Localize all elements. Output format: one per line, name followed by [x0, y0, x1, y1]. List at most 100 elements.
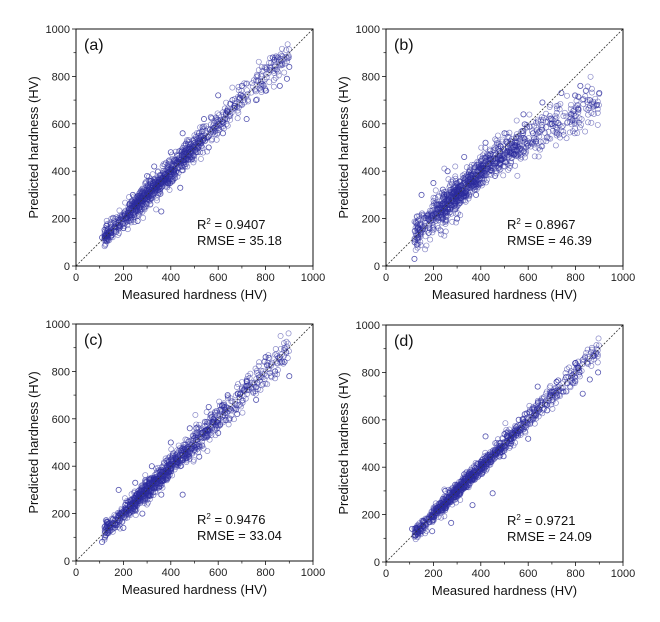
- scatter-point: [450, 188, 457, 195]
- scatter-point: [428, 512, 435, 519]
- scatter-point: [520, 134, 527, 141]
- scatter-point: [227, 116, 234, 123]
- scatter-point: [120, 524, 127, 531]
- scatter-point: [443, 198, 450, 205]
- scatter-point: [422, 233, 429, 240]
- scatter-point: [496, 167, 503, 174]
- scatter-point: [481, 465, 488, 472]
- scatter-point: [196, 430, 203, 437]
- scatter-point: [266, 79, 273, 86]
- scatter-point: [243, 377, 250, 384]
- scatter-point: [477, 176, 484, 183]
- scatter-point: [135, 199, 142, 206]
- x-tick-label: 400: [472, 272, 490, 284]
- scatter-point: [149, 171, 156, 178]
- points-layer: [411, 73, 603, 262]
- scatter-point: [197, 433, 204, 440]
- scatter-point: [594, 351, 601, 358]
- x-tick-label: 1000: [611, 568, 635, 580]
- scatter-point: [501, 431, 508, 438]
- scatter-point: [172, 463, 179, 470]
- scatter-point: [129, 191, 136, 198]
- x-tick-label: 800: [256, 567, 274, 579]
- scatter-point: [474, 460, 481, 467]
- scatter-point: [504, 144, 511, 151]
- scatter-point: [479, 163, 486, 170]
- scatter-point: [108, 215, 115, 222]
- scatter-point: [438, 231, 445, 238]
- r-squared-value: = 0.9721: [521, 513, 576, 528]
- scatter-point: [571, 130, 578, 137]
- scatter-point: [262, 87, 269, 94]
- scatter-point: [572, 119, 579, 126]
- scatter-point: [513, 131, 520, 138]
- scatter-point: [544, 407, 551, 414]
- scatter-point: [454, 203, 461, 210]
- scatter-point: [154, 182, 161, 189]
- scatter-point: [163, 159, 170, 166]
- scatter-point: [442, 220, 449, 227]
- scatter-point: [241, 388, 248, 395]
- y-tick-label: 1000: [46, 24, 70, 36]
- x-tick-label: 400: [162, 272, 180, 284]
- scatter-point: [511, 425, 518, 432]
- scatter-point: [441, 486, 448, 493]
- scatter-point: [144, 172, 151, 179]
- scatter-point: [238, 101, 245, 108]
- scatter-point: [481, 176, 488, 183]
- scatter-point: [539, 124, 546, 131]
- scatter-point: [448, 519, 455, 526]
- r-squared-symbol: R: [507, 217, 516, 232]
- scatter-point: [418, 528, 425, 535]
- scatter-point: [530, 119, 537, 125]
- scatter-point: [136, 490, 143, 497]
- scatter-point: [584, 346, 591, 353]
- scatter-point: [454, 215, 461, 222]
- x-tick-label: 200: [114, 567, 132, 579]
- scatter-point: [175, 148, 182, 155]
- y-tick-label: 600: [52, 119, 70, 131]
- scatter-point: [480, 164, 487, 171]
- scatter-point: [243, 93, 250, 100]
- scatter-point: [156, 484, 163, 491]
- r-squared-symbol: R: [197, 512, 206, 527]
- scatter-point: [201, 123, 208, 130]
- scatter-point: [223, 406, 230, 413]
- scatter-point: [229, 97, 236, 104]
- scatter-point: [167, 179, 174, 186]
- r-squared-text: R2 = 0.8967: [507, 217, 575, 232]
- scatter-point: [537, 146, 544, 153]
- scatter-point: [154, 197, 160, 204]
- scatter-point: [546, 113, 553, 119]
- scatter-point: [208, 414, 215, 420]
- scatter-point: [491, 449, 498, 456]
- scatter-point: [583, 105, 589, 112]
- scatter-point: [461, 471, 468, 478]
- scatter-point: [219, 402, 226, 409]
- scatter-point: [126, 504, 133, 511]
- scatter-point: [140, 214, 147, 221]
- x-tick-label: 800: [256, 272, 274, 284]
- scatter-point: [197, 149, 204, 156]
- x-tick-label: 1000: [611, 272, 635, 284]
- scatter-point: [428, 508, 435, 515]
- scatter-point: [448, 204, 455, 211]
- scatter-point: [499, 138, 506, 145]
- scatter-point: [147, 178, 154, 184]
- scatter-point: [247, 370, 254, 377]
- scatter-point: [261, 376, 268, 383]
- scatter-point: [138, 491, 145, 498]
- scatter-point: [430, 180, 437, 187]
- scatter-point: [409, 525, 416, 532]
- scatter-point: [472, 171, 479, 178]
- scatter-point: [553, 109, 560, 116]
- scatter-point: [255, 58, 262, 65]
- scatter-point: [279, 45, 285, 52]
- scatter-point: [122, 495, 128, 502]
- scatter-point: [426, 220, 433, 227]
- scatter-point: [106, 520, 113, 527]
- scatter-point: [134, 207, 141, 214]
- scatter-point: [255, 362, 262, 369]
- scatter-point: [413, 241, 420, 248]
